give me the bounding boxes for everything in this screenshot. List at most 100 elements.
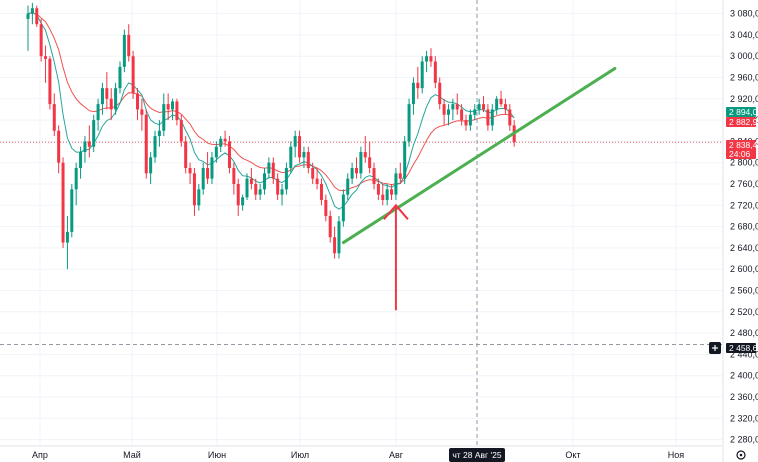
month-label: Окт: [565, 450, 580, 460]
candle-down: [192, 168, 196, 216]
candle-body: [201, 168, 205, 190]
candle-body: [153, 136, 157, 158]
price-badge: 2 838,47: [726, 140, 758, 150]
candle-body: [87, 141, 91, 147]
candle-body: [381, 194, 385, 200]
candle-down: [464, 114, 468, 131]
candle-down: [175, 98, 179, 126]
candle-down: [44, 45, 48, 83]
candle-up: [425, 50, 429, 73]
candle-body: [83, 141, 87, 153]
candle-up: [245, 173, 249, 200]
candle-up: [302, 146, 306, 169]
candle-down: [442, 98, 446, 126]
candle-body: [394, 173, 398, 195]
candle-down: [363, 136, 367, 163]
candle-body: [363, 152, 367, 158]
candle-body: [495, 98, 499, 110]
candle-body: [425, 56, 429, 62]
candle-down: [131, 50, 135, 99]
candle-body: [433, 61, 437, 83]
candle-body: [245, 178, 249, 198]
price-tick-label: 2 600,00: [730, 264, 758, 274]
candle-down: [271, 157, 275, 184]
candle-body: [499, 98, 503, 105]
candle-body: [157, 130, 161, 137]
candle-body: [144, 114, 148, 174]
candle-body: [385, 189, 389, 200]
trendline[interactable]: [341, 66, 617, 245]
candle-up: [420, 56, 424, 94]
candle-up: [100, 82, 104, 115]
month-label: Июн: [208, 450, 226, 460]
candle-down: [381, 183, 385, 206]
candle-body: [214, 146, 218, 158]
candle-body: [355, 168, 358, 174]
candle-down: [376, 178, 380, 200]
candle-body: [184, 141, 188, 169]
candle-body: [324, 199, 328, 216]
candle-up: [157, 120, 161, 147]
candle-up: [359, 146, 363, 179]
candle-up: [394, 168, 398, 200]
candle-body: [311, 168, 315, 179]
price-tick-label: 2 440,00: [730, 349, 758, 359]
candle-body: [175, 101, 179, 121]
candle-down: [324, 194, 328, 222]
candle-body: [92, 120, 96, 147]
price-badge: 2 894,06: [726, 107, 758, 117]
candle-body: [315, 178, 319, 184]
candle-body: [223, 138, 227, 142]
candle-body: [171, 101, 175, 110]
drawings[interactable]: [341, 66, 617, 311]
candle-body: [227, 141, 231, 169]
arrow-drawing[interactable]: [383, 203, 409, 311]
candle-body: [57, 130, 61, 163]
candle-up: [214, 141, 218, 163]
price-tick-label: 2 320,00: [730, 413, 758, 423]
add-price-button[interactable]: [709, 342, 721, 354]
candle-body: [368, 157, 372, 169]
price-axis[interactable]: 3 080,00 3 040,00 3 000,00 2 960,00 2 920,00…: [722, 0, 758, 462]
price-badge-bg: [726, 107, 756, 117]
candle-body: [503, 104, 507, 110]
month-label: Авг: [389, 450, 404, 460]
candles: [26, 2, 516, 270]
candle-body: [105, 88, 109, 99]
month-label: Июл: [291, 450, 309, 460]
candle-body: [372, 168, 376, 184]
candle-body: [197, 189, 201, 206]
candle-up: [122, 29, 126, 73]
candle-body: [438, 82, 442, 105]
candle-body: [407, 104, 411, 142]
candle-up: [201, 162, 205, 195]
price-tick-label: 2 400,00: [730, 371, 758, 381]
candle-body: [162, 104, 166, 131]
settings-gear-icon[interactable]: [736, 450, 746, 460]
candle-body: [79, 152, 83, 169]
candle-down: [460, 104, 464, 126]
candle-down: [61, 157, 65, 248]
candle-down: [315, 168, 319, 190]
candle-down: [433, 56, 437, 89]
candle-body: [306, 152, 310, 169]
candle-body: [39, 24, 43, 57]
candle-body: [468, 114, 472, 126]
candle-down: [486, 104, 490, 131]
candle-body: [508, 109, 512, 126]
price-tick-label: 2 680,00: [730, 222, 758, 232]
candle-body: [179, 120, 183, 142]
candle-body: [127, 34, 131, 57]
candle-body: [328, 215, 332, 238]
month-label: Апр: [32, 450, 48, 460]
candle-body: [390, 189, 394, 195]
candle-down: [136, 88, 139, 121]
time-axis[interactable]: Апр Май Июн Июл Авг Окт Ноя чт 28 Авг '25: [0, 445, 746, 462]
price-tick-label: 3 000,00: [730, 51, 758, 61]
candle-body: [289, 146, 293, 169]
candle-body: [284, 168, 288, 190]
candle-body: [359, 152, 363, 174]
candle-body: [140, 109, 144, 115]
